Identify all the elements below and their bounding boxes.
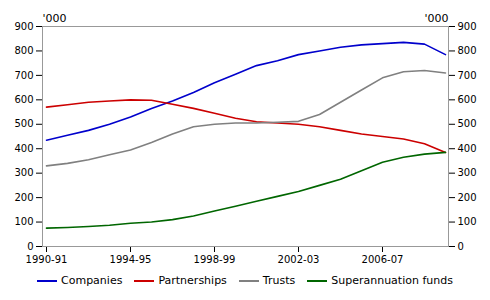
svg-text:100: 100 — [458, 216, 477, 227]
svg-text:400: 400 — [14, 143, 33, 154]
svg-text:600: 600 — [14, 94, 33, 105]
svg-text:700: 700 — [458, 70, 477, 81]
svg-text:300: 300 — [458, 167, 477, 178]
svg-text:2002-03: 2002-03 — [278, 254, 320, 265]
svg-text:500: 500 — [458, 118, 477, 129]
svg-text:800: 800 — [14, 45, 33, 56]
svg-text:1994-95: 1994-95 — [110, 254, 152, 265]
svg-text:2006-07: 2006-07 — [362, 254, 404, 265]
svg-text:500: 500 — [14, 118, 33, 129]
svg-text:900: 900 — [458, 21, 477, 32]
svg-text:200: 200 — [14, 192, 33, 203]
svg-text:400: 400 — [458, 143, 477, 154]
svg-text:'000: '000 — [43, 12, 67, 25]
svg-text:900: 900 — [14, 21, 33, 32]
html-text:Trusts: Trusts — [262, 274, 296, 287]
svg-text:1998-99: 1998-99 — [194, 254, 236, 265]
svg-text:600: 600 — [458, 94, 477, 105]
svg-text:100: 100 — [14, 216, 33, 227]
svg-text:300: 300 — [14, 167, 33, 178]
svg-text:0: 0 — [458, 241, 464, 252]
svg-text:800: 800 — [458, 45, 477, 56]
html-text:Companies: Companies — [61, 274, 123, 287]
svg-text:0: 0 — [27, 241, 33, 252]
svg-text:700: 700 — [14, 70, 33, 81]
html-text:Superannuation funds: Superannuation funds — [331, 274, 453, 287]
svg-text:'000: '000 — [424, 12, 448, 25]
svg-text:1990-91: 1990-91 — [26, 254, 68, 265]
svg-text:200: 200 — [458, 192, 477, 203]
html-text:Partnerships: Partnerships — [158, 274, 227, 287]
